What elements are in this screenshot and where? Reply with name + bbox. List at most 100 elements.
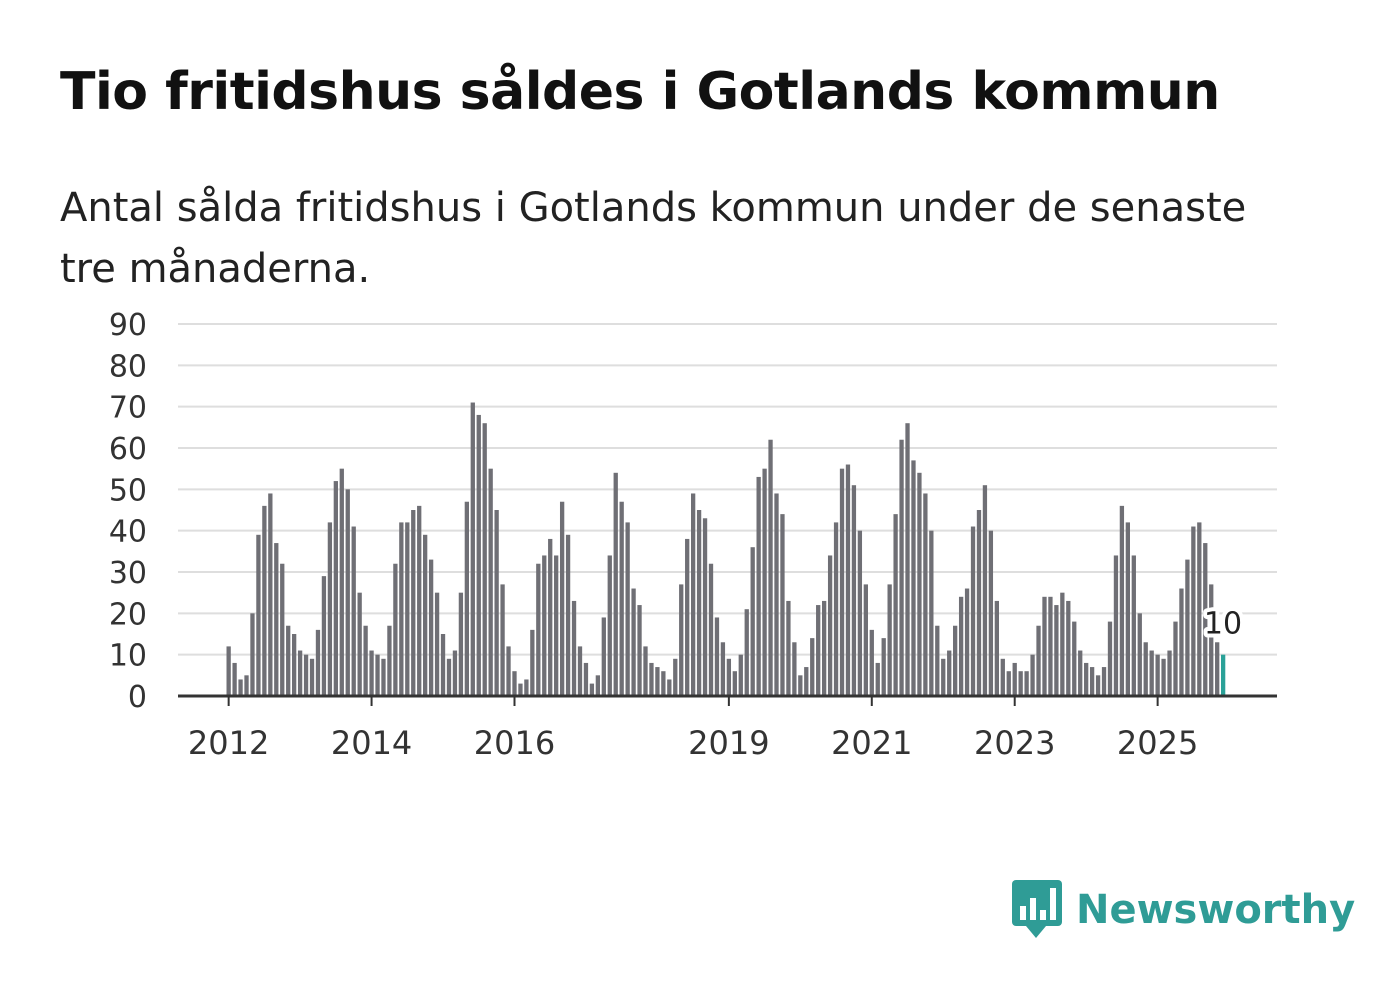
y-tick-label: 30 [109, 556, 147, 591]
bar [583, 662, 589, 696]
bar [607, 555, 612, 696]
bar [726, 658, 732, 696]
bar [762, 468, 767, 696]
bar [428, 559, 434, 696]
bar [893, 514, 898, 696]
bar [673, 658, 678, 696]
bar [1078, 650, 1083, 696]
bar [488, 468, 493, 696]
bar [577, 646, 583, 696]
bar [1161, 658, 1166, 696]
bar [786, 600, 791, 696]
bar [619, 501, 624, 696]
bar [994, 600, 999, 696]
x-tick-label: 2025 [1117, 724, 1198, 762]
last-value-label: 10 [1204, 607, 1242, 642]
bar [321, 576, 327, 696]
bar [1143, 642, 1148, 696]
bar [947, 650, 952, 696]
newsworthy-logo-icon [1012, 880, 1062, 938]
bar [411, 510, 416, 696]
bar [1006, 671, 1011, 696]
bar [250, 613, 255, 696]
bar [1012, 662, 1017, 696]
chart-subtitle: Antal sålda fritidshus i Gotlands kommun… [60, 185, 1247, 292]
bar [1119, 505, 1125, 696]
bar [393, 563, 398, 696]
bar [816, 605, 821, 696]
bar [1072, 621, 1077, 696]
bar [953, 625, 958, 696]
bar [1113, 555, 1119, 696]
bar [768, 439, 773, 696]
bar [315, 629, 321, 696]
bar [756, 476, 761, 696]
bar [988, 530, 994, 696]
bar [494, 510, 499, 696]
bar [339, 468, 344, 696]
bar [863, 584, 868, 696]
y-tick-label: 60 [109, 432, 147, 467]
bar [905, 423, 910, 696]
bar [845, 464, 851, 696]
bar [1191, 526, 1196, 696]
bar [810, 638, 815, 696]
bar [798, 675, 803, 696]
bar [732, 671, 737, 696]
bar [714, 617, 720, 696]
bar [1000, 658, 1005, 696]
bar [244, 675, 249, 696]
bar [1107, 621, 1113, 696]
bar [476, 414, 481, 696]
bar [690, 493, 696, 696]
bar [351, 526, 356, 696]
bar [1149, 650, 1154, 696]
annotations: 10 [1200, 603, 1246, 646]
bar [875, 662, 880, 696]
brand-name: Newsworthy [1076, 887, 1356, 933]
bar [923, 493, 928, 696]
bar [399, 522, 404, 696]
bar [1137, 613, 1142, 696]
bar [887, 584, 892, 696]
bar [631, 588, 636, 696]
brand: Newsworthy [1010, 878, 1355, 942]
bar [958, 596, 964, 696]
bar [1066, 600, 1071, 696]
bar [649, 662, 654, 696]
bar [417, 505, 422, 696]
bar [1030, 654, 1035, 696]
bar [423, 534, 428, 696]
bar [637, 605, 642, 696]
bar [685, 538, 690, 696]
bar [929, 530, 934, 696]
bar [702, 518, 708, 696]
bar [839, 468, 845, 696]
bar [750, 547, 755, 696]
bar [911, 460, 916, 696]
bar [292, 634, 297, 696]
bar [1185, 559, 1190, 696]
bar [964, 588, 970, 696]
bar [655, 667, 660, 696]
bar [357, 592, 362, 696]
y-tick-label: 40 [109, 515, 147, 550]
bar [881, 638, 886, 696]
bar [917, 472, 922, 696]
bar [333, 481, 338, 696]
bar [595, 675, 601, 696]
y-tick-label: 10 [109, 639, 147, 674]
bar [1131, 555, 1136, 696]
bar [857, 530, 863, 696]
bar [1095, 675, 1101, 696]
bar [661, 671, 666, 696]
y-tick-label: 70 [109, 391, 147, 426]
bar-chart: 0 10 20 30 40 50 60 70 80 90 2012 2014 2016 2019 2021… [109, 308, 1277, 762]
chart-title: Tio fritidshus såldes i Gotlands kommun [60, 62, 1220, 122]
bar [1060, 592, 1065, 696]
bar [500, 584, 505, 696]
bar [1209, 584, 1214, 696]
bar [774, 493, 779, 696]
bar [559, 501, 565, 696]
bar [440, 634, 446, 696]
